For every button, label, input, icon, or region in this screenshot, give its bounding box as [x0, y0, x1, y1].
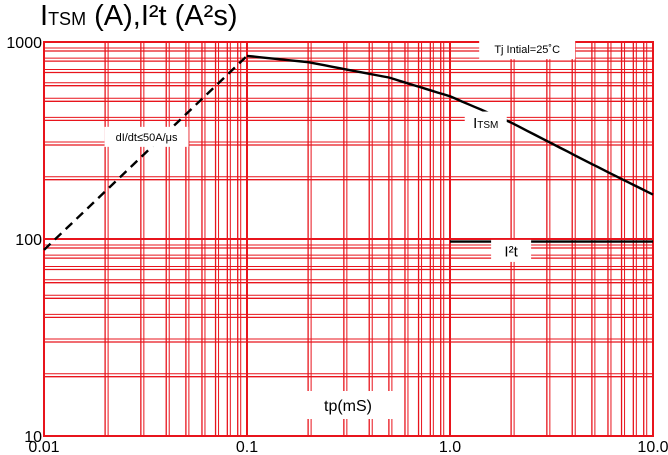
annotation-box — [491, 239, 532, 262]
chart-title: ITSM (A),I²t (A²s) — [40, 2, 237, 31]
title-subscript: TSM — [48, 9, 87, 29]
y-tick-label: 100 — [15, 232, 42, 249]
annotation-label: ITSM — [473, 115, 498, 132]
annotation-label: I²t — [504, 243, 518, 260]
series-itsm — [246, 54, 654, 196]
grid — [43, 41, 654, 437]
x-axis-label: tp(mS) — [324, 398, 372, 415]
label-layer: Tj Intial=25˚C dI/dt≤50A/μs ITSM I²t tp(mS) 0… — [6, 35, 668, 455]
annotation-label: dI/dt≤50A/μs — [116, 132, 178, 144]
annotation-label: Tj Intial=25˚C — [494, 44, 560, 56]
x-axis-label-box — [301, 391, 395, 419]
annotation-box — [464, 111, 507, 134]
x-tick-label: 1.0 — [439, 439, 461, 455]
annotation-box — [479, 39, 576, 60]
y-tick-label: 1000 — [6, 35, 42, 52]
series-layer — [43, 54, 654, 251]
plot-frame — [43, 41, 654, 437]
x-tick-label: 0.01 — [28, 439, 59, 455]
x-tick-label: 10.0 — [637, 439, 668, 455]
x-tick-label: 0.1 — [236, 439, 258, 455]
y-tick-label: 10 — [24, 429, 42, 446]
annotation-box — [104, 126, 189, 147]
series-di-dt — [43, 55, 248, 251]
title-rest: (A),I²t (A²s) — [86, 0, 238, 32]
title-symbol: I — [40, 0, 49, 32]
